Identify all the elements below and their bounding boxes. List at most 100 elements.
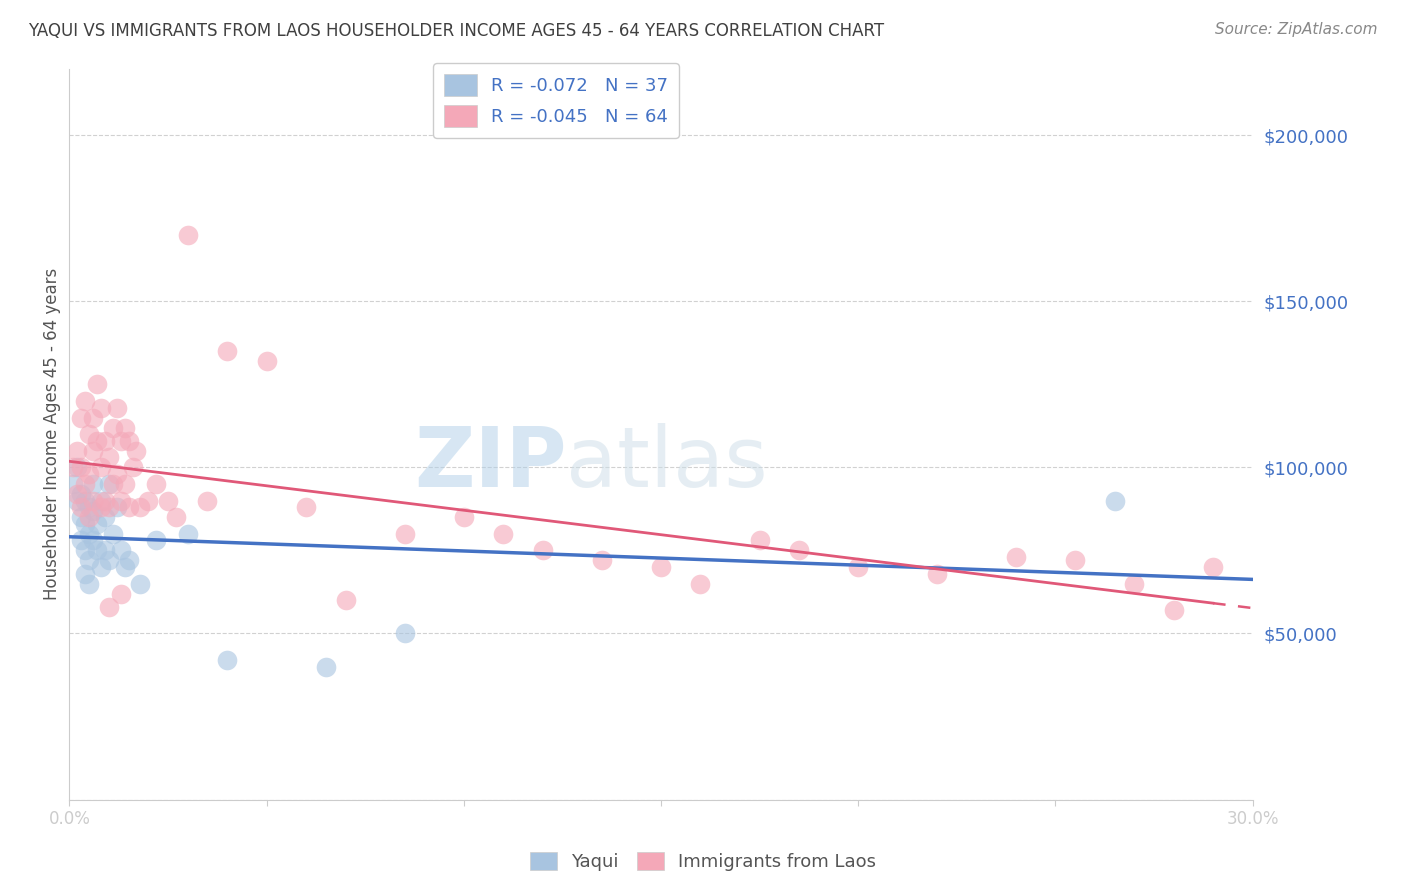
Point [315, 659, 337, 673]
Point [75, 543, 97, 558]
Point [90, 493, 112, 508]
Point [90, 401, 112, 415]
Text: ZIP: ZIP [413, 423, 567, 504]
Point [97, 477, 120, 491]
Point [101, 420, 124, 434]
Point [925, 566, 948, 581]
Point [94, 493, 117, 508]
Point [295, 500, 318, 515]
Point [70, 533, 93, 548]
Point [197, 493, 219, 508]
Point [97, 450, 120, 465]
Point [90, 460, 112, 475]
Point [101, 477, 124, 491]
Point [110, 543, 132, 558]
Point [1163, 603, 1185, 617]
Point [94, 510, 117, 524]
Point [177, 227, 200, 242]
Point [97, 553, 120, 567]
Point [75, 516, 97, 531]
Point [114, 420, 136, 434]
Point [66, 487, 89, 501]
Point [90, 560, 112, 574]
Point [86, 543, 108, 558]
Point [394, 626, 416, 640]
Point [77, 576, 100, 591]
Point [77, 500, 100, 515]
Point [157, 493, 180, 508]
Point [531, 543, 554, 558]
Point [846, 560, 869, 574]
Legend: R = -0.072   N = 37, R = -0.045   N = 64: R = -0.072 N = 37, R = -0.045 N = 64 [433, 63, 679, 138]
Point [86, 377, 108, 392]
Point [75, 393, 97, 408]
Point [492, 526, 515, 541]
Y-axis label: Householder Income Ages 45 - 64 years: Householder Income Ages 45 - 64 years [44, 268, 60, 600]
Point [1123, 576, 1146, 591]
Text: atlas: atlas [567, 423, 768, 504]
Point [394, 526, 416, 541]
Point [121, 460, 143, 475]
Point [335, 593, 357, 607]
Point [136, 493, 159, 508]
Point [97, 500, 120, 515]
Point [82, 410, 104, 425]
Point [1064, 553, 1087, 567]
Point [97, 599, 120, 614]
Point [75, 493, 97, 508]
Point [114, 560, 136, 574]
Point [70, 510, 93, 524]
Point [1005, 549, 1028, 564]
Point [110, 586, 132, 600]
Point [110, 493, 132, 508]
Point [82, 477, 104, 491]
Point [101, 526, 124, 541]
Point [650, 560, 672, 574]
Point [105, 401, 128, 415]
Point [689, 576, 711, 591]
Point [77, 553, 100, 567]
Point [82, 503, 104, 517]
Point [217, 653, 239, 667]
Point [62, 460, 84, 475]
Point [77, 526, 100, 541]
Text: Source: ZipAtlas.com: Source: ZipAtlas.com [1215, 22, 1378, 37]
Point [1202, 560, 1225, 574]
Text: YAQUI VS IMMIGRANTS FROM LAOS HOUSEHOLDER INCOME AGES 45 - 64 YEARS CORRELATION : YAQUI VS IMMIGRANTS FROM LAOS HOUSEHOLDE… [28, 22, 884, 40]
Point [70, 410, 93, 425]
Point [748, 533, 770, 548]
Point [66, 443, 89, 458]
Point [82, 493, 104, 508]
Point [70, 500, 93, 515]
Point [70, 460, 93, 475]
Point [105, 500, 128, 515]
Point [117, 553, 139, 567]
Point [94, 543, 117, 558]
Point [66, 460, 89, 475]
Point [177, 526, 200, 541]
Point [77, 427, 100, 442]
Point [66, 493, 89, 508]
Point [129, 500, 152, 515]
Point [256, 354, 278, 368]
Point [82, 533, 104, 548]
Point [75, 566, 97, 581]
Point [77, 467, 100, 481]
Point [90, 500, 112, 515]
Point [165, 510, 187, 524]
Point [105, 467, 128, 481]
Point [453, 510, 475, 524]
Point [1104, 493, 1126, 508]
Point [75, 477, 97, 491]
Point [787, 543, 810, 558]
Point [117, 434, 139, 448]
Point [110, 434, 132, 448]
Point [86, 516, 108, 531]
Point [145, 533, 167, 548]
Point [62, 477, 84, 491]
Point [82, 443, 104, 458]
Legend: Yaqui, Immigrants from Laos: Yaqui, Immigrants from Laos [523, 845, 883, 879]
Point [145, 477, 167, 491]
Point [129, 576, 152, 591]
Point [86, 434, 108, 448]
